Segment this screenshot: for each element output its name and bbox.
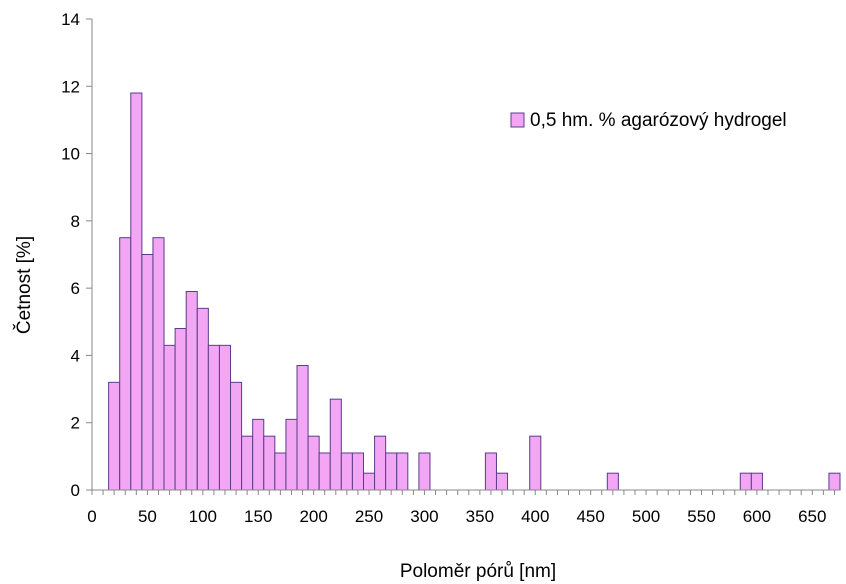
histogram-bar	[329, 398, 342, 491]
histogram-bar	[185, 291, 198, 491]
histogram-bar	[296, 365, 309, 491]
x-tick-label: 150	[244, 507, 272, 526]
histogram-bar	[739, 472, 752, 491]
y-tick-label: 0	[71, 481, 80, 500]
histogram-bar	[218, 344, 232, 491]
histogram-bar	[495, 472, 509, 491]
x-axis-title: Poloměr pórů [nm]	[400, 561, 556, 582]
histogram-bar	[606, 472, 619, 491]
histogram-bar	[274, 452, 287, 491]
histogram-bar	[241, 435, 254, 491]
histogram-bar	[130, 92, 143, 491]
x-tick-label: 250	[355, 507, 383, 526]
histogram-bar	[318, 452, 331, 491]
histogram-bar	[207, 344, 220, 491]
y-tick-label: 10	[61, 145, 80, 164]
histogram-bar	[252, 418, 265, 491]
bars-group	[108, 92, 841, 491]
histogram-bar	[163, 344, 176, 491]
x-tick-label: 50	[138, 507, 157, 526]
histogram-bar	[529, 435, 542, 491]
histogram-bar	[351, 452, 364, 491]
axes-group	[86, 18, 840, 495]
histogram-bar	[363, 472, 376, 491]
histogram-bar	[141, 254, 154, 491]
histogram-bar	[750, 472, 763, 491]
legend-entry-label: 0,5 hm. % agarózový hydrogel	[530, 110, 787, 131]
histogram-bar	[119, 237, 132, 491]
tick-labels-group: 0 2 4 6 8 10 12 14 0 50 100 150 200 250 300 350 400 450 50…	[61, 10, 826, 526]
x-tick-label: 450	[576, 507, 604, 526]
histogram-bar	[374, 435, 387, 491]
x-tick-label: 500	[632, 507, 660, 526]
x-tick-label: 350	[466, 507, 494, 526]
y-tick-label: 12	[61, 77, 80, 96]
histogram-bar	[263, 435, 276, 491]
y-tick-label: 8	[71, 212, 80, 231]
histogram-bar	[230, 381, 243, 491]
y-tick-label: 14	[61, 10, 80, 29]
legend-swatch	[510, 112, 525, 128]
histogram-bar	[108, 381, 121, 491]
histogram-bar	[285, 418, 298, 491]
histogram-bar	[418, 452, 431, 491]
y-tick-label: 6	[71, 279, 80, 298]
x-tick-label: 600	[743, 507, 771, 526]
y-tick-label: 4	[71, 346, 80, 365]
histogram-bar	[828, 472, 841, 491]
y-axis-title: Četnost [%]	[13, 236, 35, 334]
x-tick-label: 650	[798, 507, 826, 526]
histogram-bar	[396, 452, 409, 491]
histogram-bar	[385, 452, 398, 491]
x-tick-label: 300	[410, 507, 438, 526]
x-tick-label: 400	[521, 507, 549, 526]
legend: 0,5 hm. % agarózový hydrogel	[510, 110, 787, 131]
x-tick-label: 200	[299, 507, 327, 526]
histogram-bar	[484, 452, 497, 491]
x-tick-label: 0	[87, 507, 96, 526]
histogram-bar	[307, 435, 320, 491]
histogram-bar	[196, 307, 209, 491]
histogram-bar	[340, 452, 353, 491]
histogram-bar	[152, 237, 165, 491]
y-tick-label: 2	[71, 414, 80, 433]
x-tick-label: 100	[189, 507, 217, 526]
histogram-bar	[174, 328, 187, 491]
x-tick-label: 550	[687, 507, 715, 526]
